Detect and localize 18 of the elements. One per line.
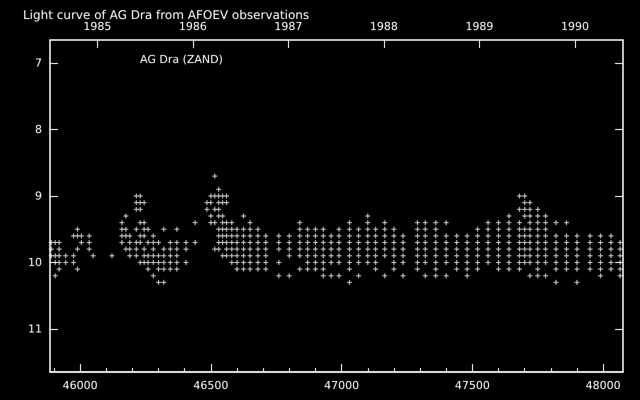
x2-tick-label: 1987: [274, 20, 302, 33]
x2-tick-label: 1989: [465, 20, 494, 33]
y-tick-label: 8: [35, 123, 42, 136]
chart-title: Light curve of AG Dra from AFOEV observations: [23, 8, 310, 22]
y-tick-label: 9: [35, 190, 42, 203]
x2-tick-label: 1985: [83, 20, 112, 33]
annotation: AG Dra (ZAND): [140, 53, 223, 66]
x-tick-label: 46500: [193, 379, 228, 392]
y-tick-label: 10: [28, 256, 42, 269]
x2-tick-label: 1990: [560, 20, 589, 33]
y-tick-label: 11: [28, 322, 42, 336]
x2-tick-label: 1986: [178, 20, 207, 33]
x-tick-label: 46000: [62, 379, 98, 392]
y-tick-label: 7: [35, 56, 42, 70]
x2-tick-label: 1988: [370, 20, 398, 33]
x-tick-label: 48000: [586, 379, 621, 392]
x-tick-label: 47000: [324, 379, 360, 392]
x-tick-label: 47500: [454, 379, 490, 392]
